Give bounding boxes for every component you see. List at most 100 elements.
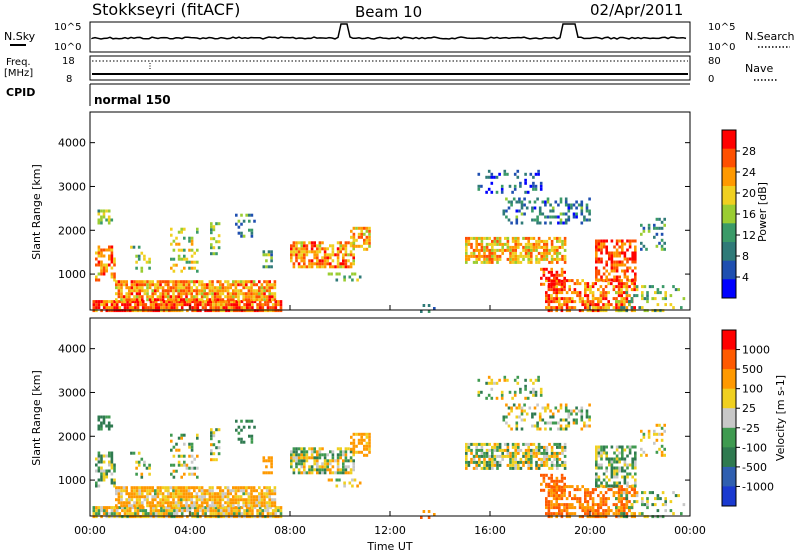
power-cell (536, 215, 539, 219)
velocity-cell (620, 485, 623, 489)
power-cell (204, 303, 207, 307)
velocity-cell (559, 427, 563, 431)
velocity-cell (193, 506, 197, 510)
velocity-cell (245, 492, 248, 496)
velocity-cell (352, 438, 356, 442)
velocity-cell (630, 503, 634, 507)
power-cell (564, 218, 568, 222)
velocity-cell (615, 469, 619, 473)
velocity-cell (613, 451, 616, 455)
velocity-cell (102, 454, 106, 458)
velocity-cell (600, 451, 603, 455)
power-cell (290, 250, 293, 254)
power-cell (227, 309, 231, 313)
velocity-cell (138, 486, 141, 490)
velocity-cell (555, 500, 558, 504)
velocity-cell (548, 454, 551, 458)
noise-sky-label: N.Sky (4, 30, 36, 43)
power-cell (532, 184, 535, 188)
power-cell (323, 259, 327, 263)
power-cell (610, 251, 614, 255)
velocity-cell (122, 489, 126, 493)
power-cell (563, 239, 567, 243)
velocity-cell (514, 460, 517, 464)
velocity-cell (211, 492, 214, 496)
power-cell (538, 221, 542, 225)
power-cell (102, 212, 106, 216)
power-cell (527, 242, 530, 246)
power-cell (105, 266, 108, 270)
power-cell (245, 306, 249, 310)
power-cell (135, 289, 139, 293)
velocity-cell (245, 501, 248, 505)
velocity-cell (261, 509, 265, 513)
velocity-cell (135, 460, 138, 464)
velocity-cell (607, 488, 610, 492)
velocity-cell (310, 471, 314, 475)
velocity-cell (535, 460, 538, 464)
velocity-cell (568, 503, 571, 507)
velocity-cell (547, 482, 551, 486)
power-cell (363, 226, 366, 230)
velocity-cell (255, 489, 258, 493)
power-cell (542, 267, 546, 271)
power-cell (173, 303, 176, 307)
power-cell (586, 306, 590, 310)
power-cell (268, 295, 271, 299)
power-cell (349, 262, 353, 266)
power-cell (303, 262, 306, 266)
power-cell (326, 247, 329, 251)
velocity-cell (539, 390, 543, 394)
velocity-cell (594, 503, 597, 507)
velocity-cell (123, 512, 127, 516)
power-cell (237, 219, 241, 223)
velocity-cell (108, 454, 111, 458)
power-cell (266, 306, 270, 310)
power-cell (172, 269, 176, 273)
power-cell (615, 239, 619, 243)
velocity-cell (148, 466, 151, 470)
power-cell (658, 217, 661, 221)
velocity-cell (533, 406, 537, 410)
velocity-cell (548, 466, 551, 470)
velocity-cell (313, 447, 316, 451)
power-cell (509, 257, 512, 261)
velocity-cell (511, 466, 515, 470)
power-cell (597, 248, 601, 252)
power-cell (625, 306, 629, 310)
velocity-cell (511, 445, 515, 449)
power-cell (258, 295, 261, 299)
power-cell (271, 309, 275, 313)
power-cell (239, 292, 243, 296)
x-tick-label: 00:00 (674, 524, 706, 537)
velocity-cell (615, 503, 618, 507)
velocity-cell (182, 486, 186, 490)
velocity-cell (243, 515, 246, 519)
velocity-cell (630, 494, 634, 498)
velocity-cell (578, 515, 582, 519)
power-cell (141, 303, 145, 307)
power-cell (120, 292, 123, 296)
velocity-cell (120, 498, 123, 502)
velocity-cell (174, 486, 178, 490)
velocity-cell (475, 442, 478, 446)
velocity-cell (634, 481, 637, 485)
cpid-panel: CPID normal 150 (6, 83, 690, 107)
velocity-cell (630, 515, 634, 519)
power-cell (563, 236, 567, 240)
power-cell (544, 203, 547, 207)
power-cell (565, 279, 569, 283)
velocity-cell (634, 457, 637, 461)
velocity-cell (669, 509, 673, 513)
velocity-cell (160, 512, 163, 516)
velocity-cell (658, 423, 661, 427)
power-cell (623, 242, 627, 246)
velocity-cell (621, 451, 624, 455)
velocity-cell (422, 510, 426, 513)
power-cell (511, 245, 515, 249)
power-cell (640, 241, 643, 245)
velocity-cell (613, 460, 616, 464)
velocity-cell (146, 489, 149, 493)
velocity-cell (196, 454, 199, 458)
velocity-cell (498, 448, 502, 452)
